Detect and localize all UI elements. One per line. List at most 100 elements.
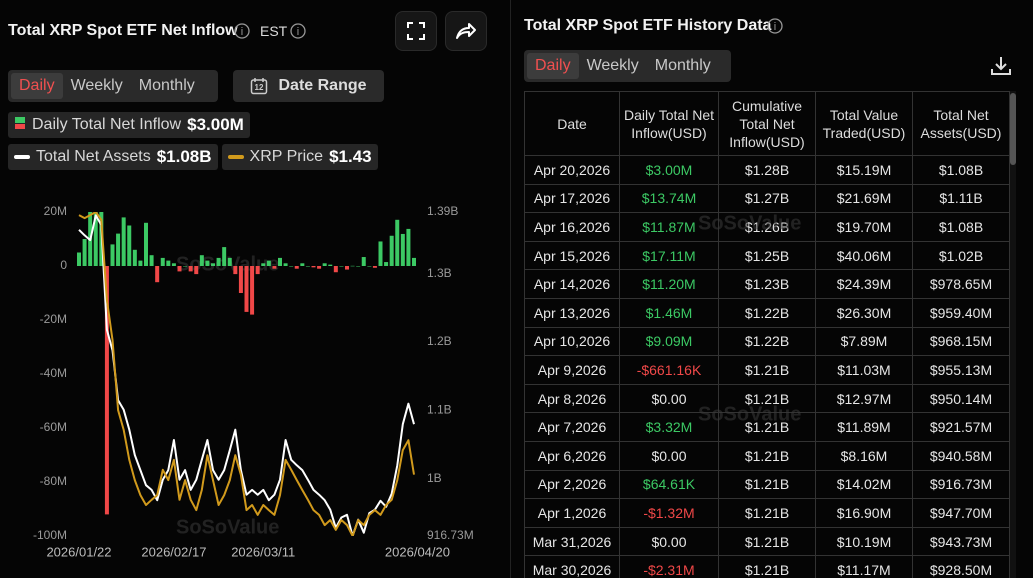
bar	[266, 260, 271, 266]
bar	[372, 266, 377, 268]
table-cell: $1.11B	[912, 183, 1010, 214]
column-header: Total Net Assets(USD)	[912, 91, 1010, 156]
y-tick-label: -40M	[40, 366, 67, 380]
bar	[194, 266, 199, 275]
table-row: Apr 20,2026 $3.00M $1.28B $15.19M $1.08B	[524, 155, 1010, 185]
y2-tick-label: 1.39B	[427, 204, 458, 218]
bar	[289, 266, 294, 267]
bar	[317, 266, 322, 269]
header-row: Date Daily Total Net Inflow(USD) Cumulativ…	[524, 91, 1010, 156]
table-row: Apr 14,2026 $11.20M $1.23B $24.39M $978.65M	[524, 269, 1010, 299]
table-cell: $1.21B	[718, 383, 816, 414]
scrollbar[interactable]	[1010, 91, 1016, 578]
svg-text:12: 12	[255, 83, 264, 92]
bar	[132, 249, 137, 266]
legend: Daily Total Net Inflow $3.00M Total Net As…	[8, 112, 408, 170]
tab[interactable]: Weekly	[70, 77, 123, 94]
info-icon[interactable]: i	[290, 23, 306, 39]
table-row: Mar 31,2026 $0.00 $1.21B $10.19M $943.73M	[524, 526, 1010, 557]
table-cell: $16.90M	[815, 498, 913, 528]
table-cell: $24.39M	[815, 269, 913, 299]
tab[interactable]: Monthly	[138, 77, 195, 94]
table-period-tabs: Daily Weekly Monthly	[524, 50, 731, 82]
table-cell: $12.97M	[815, 383, 913, 414]
legend-label: Daily Total Net Inflow	[32, 116, 182, 133]
table-cell: $955.13M	[912, 355, 1010, 385]
svg-text:i: i	[241, 26, 243, 38]
tab[interactable]: Daily	[11, 73, 63, 99]
table-cell: $1.21B	[718, 355, 816, 385]
bar	[93, 212, 98, 266]
bar	[211, 263, 215, 266]
table-row: Apr 10,2026 $9.09M $1.22B $7.89M $968.15M	[524, 326, 1010, 357]
bar	[412, 257, 416, 266]
table-cell: $0.00	[619, 383, 719, 414]
chart: SoSoValueSoSoValue20M0-20M-40M-60M-80M-1…	[33, 204, 474, 559]
bar	[305, 266, 310, 267]
column-header: Cumulative Total Net Inflow(USD)	[718, 91, 816, 156]
table-cell: Apr 8,2026	[524, 383, 620, 414]
bar	[171, 263, 176, 266]
bar	[278, 257, 282, 266]
bar	[339, 266, 344, 267]
table-cell: Apr 15,2026	[524, 240, 620, 271]
tab[interactable]: Monthly	[654, 57, 711, 74]
table-cell: $64.61K	[619, 469, 719, 500]
plot	[77, 212, 416, 536]
table-cell: $921.57M	[912, 412, 1010, 442]
bar	[328, 264, 333, 266]
info-icon[interactable]: i	[767, 18, 783, 34]
date-range-button[interactable]: 12 Date Range	[233, 70, 384, 102]
legend-item[interactable]: Daily Total Net Inflow $3.00M	[8, 112, 250, 138]
table-cell: $1.21B	[718, 440, 816, 471]
legend-item[interactable]: XRP Price $1.43	[221, 144, 378, 170]
bar	[350, 265, 355, 267]
share-button[interactable]	[445, 11, 487, 51]
info-icon[interactable]: i	[234, 23, 250, 39]
legend-swatch	[14, 116, 26, 135]
y2-tick-label: 1.3B	[427, 266, 452, 280]
table-cell: $1.28B	[718, 155, 816, 185]
bar	[400, 233, 405, 266]
bar	[261, 263, 266, 266]
table-cell: $950.14M	[912, 383, 1010, 414]
tab[interactable]: Weekly	[586, 57, 639, 74]
table-cell: $1.26B	[718, 212, 816, 242]
x-tick-label: 2026/02/17	[141, 544, 206, 559]
watermark: SoSoValue	[176, 516, 279, 538]
table-cell: $1.02B	[912, 240, 1010, 271]
bar	[216, 257, 221, 266]
download-button[interactable]	[990, 55, 1012, 77]
bar	[183, 266, 188, 267]
bar	[77, 252, 81, 266]
legend-item[interactable]: Total Net Assets $1.08B	[8, 144, 218, 170]
bar	[199, 255, 204, 266]
bar	[367, 266, 372, 267]
table-cell: $7.89M	[815, 326, 913, 357]
table-row: Apr 7,2026 $3.32M $1.21B $11.89M $921.57M	[524, 412, 1010, 442]
table-cell: Apr 7,2026	[524, 412, 620, 442]
table-cell: Apr 13,2026	[524, 297, 620, 328]
table-cell: $21.69M	[815, 183, 913, 214]
bar	[333, 266, 338, 273]
fullscreen-button[interactable]	[395, 11, 437, 51]
tab[interactable]: Daily	[527, 53, 579, 79]
table-cell: Apr 14,2026	[524, 269, 620, 299]
timezone[interactable]: EST	[260, 23, 288, 39]
table-row: Apr 2,2026 $64.61K $1.21B $14.02M $916.73M	[524, 469, 1010, 500]
bar	[227, 257, 232, 266]
table-cell: $19.70M	[815, 212, 913, 242]
y2-tick-label: 916.73M	[427, 528, 474, 542]
bar	[177, 266, 182, 272]
column-header: Total Value Traded(USD)	[815, 91, 913, 156]
bar	[155, 266, 160, 283]
table-cell: $943.73M	[912, 526, 1010, 557]
bar	[233, 266, 238, 275]
table-cell: Apr 2,2026	[524, 469, 620, 500]
y2-tick-label: 1B	[427, 471, 442, 485]
table-cell: Apr 17,2026	[524, 183, 620, 214]
table-cell: $0.00	[619, 440, 719, 471]
svg-text:i: i	[774, 21, 776, 33]
x-tick-label: 2026/03/11	[231, 544, 295, 559]
table-cell: $14.02M	[815, 469, 913, 500]
